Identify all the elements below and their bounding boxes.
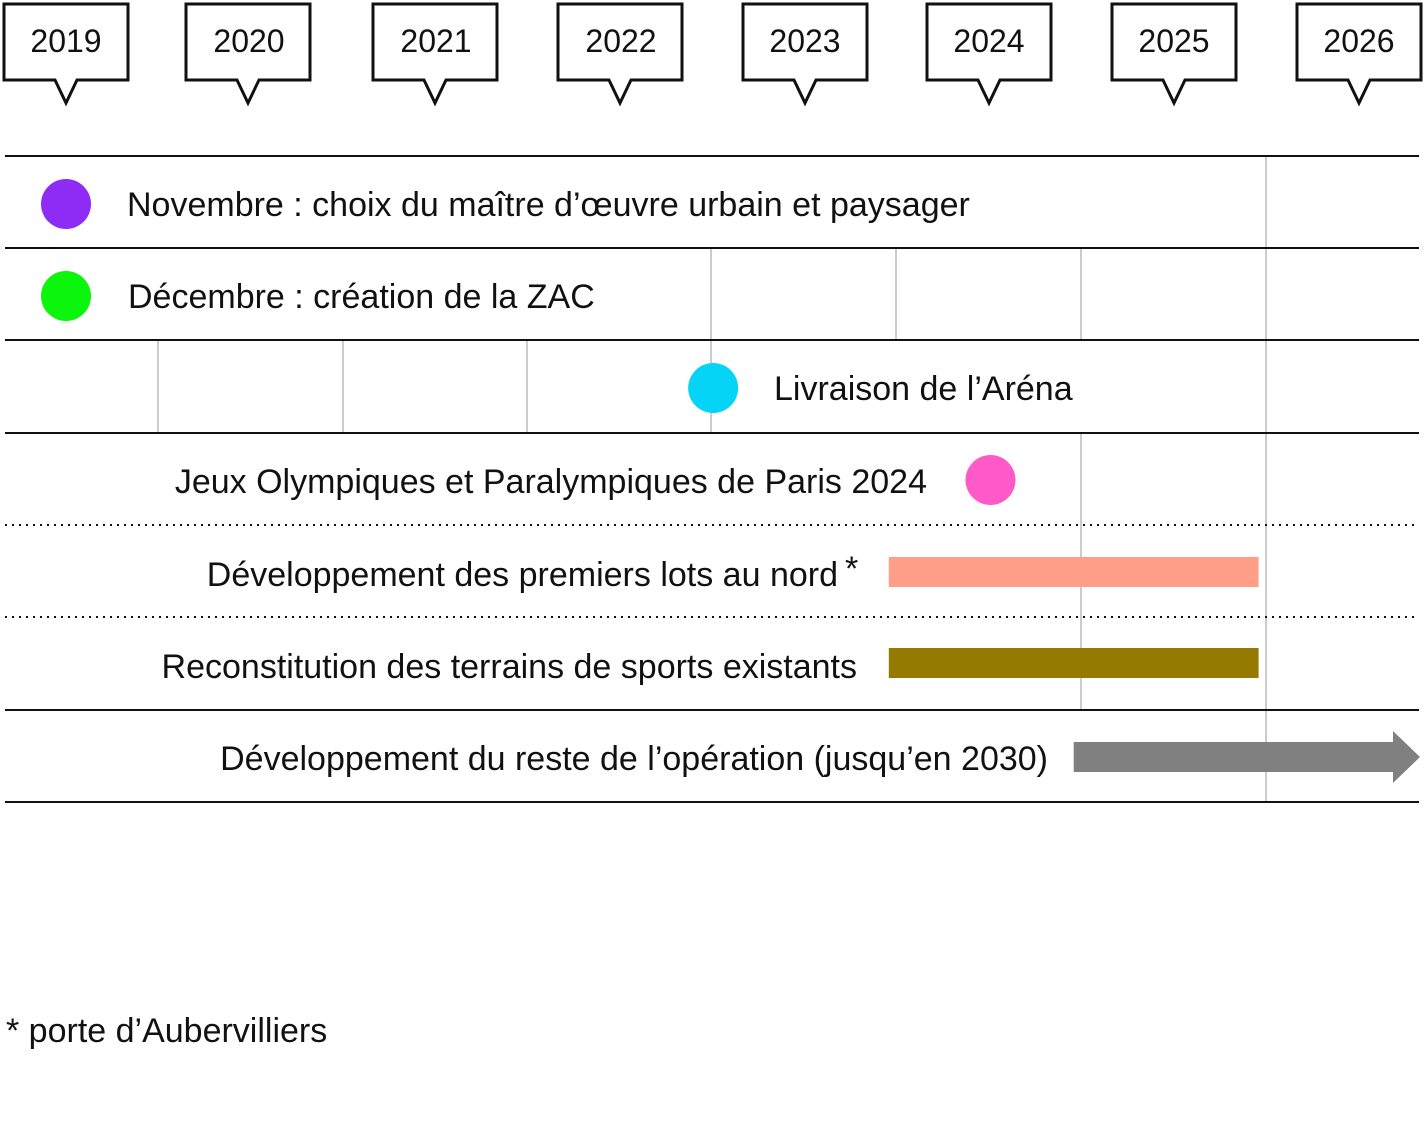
row-label: Décembre : création de la ZAC: [128, 278, 595, 316]
milestone-dot: [688, 363, 739, 413]
milestone-dot: [965, 455, 1016, 505]
row-maitre-oeuvre: Novembre : choix du maître d’œuvre urbai…: [41, 179, 970, 229]
year-label: 2020: [213, 23, 284, 59]
year-label: 2024: [953, 23, 1024, 59]
period-arrow: [1073, 731, 1420, 783]
row-label: Jeux Olympiques et Paralympiques de Pari…: [175, 463, 927, 501]
milestone-dot: [41, 179, 91, 229]
year-label: 2019: [30, 23, 101, 59]
year-label: 2021: [400, 23, 471, 59]
year-label: 2023: [769, 23, 840, 59]
row-terrains-sports: Reconstitution des terrains de sports ex…: [162, 648, 1259, 686]
row-creation-zac: Décembre : création de la ZAC: [41, 271, 595, 321]
year-callout-2024: 2024: [925, 2, 1053, 107]
row-label: Reconstitution des terrains de sports ex…: [162, 648, 857, 686]
year-callout-2025: 2025: [1110, 2, 1238, 107]
footnote-asterisk: *: [845, 550, 858, 588]
period-bar: [888, 557, 1259, 587]
year-label: 2026: [1323, 23, 1394, 59]
year-label: 2025: [1138, 23, 1209, 59]
row-livraison-arena: Livraison de l’Aréna: [688, 363, 1073, 413]
period-bar: [888, 648, 1259, 678]
milestone-dot: [41, 271, 91, 321]
row-reste-operation: Développement du reste de l’opération (j…: [220, 731, 1420, 783]
year-label: 2022: [585, 23, 656, 59]
year-callout-2022: 2022: [556, 2, 684, 107]
row-premiers-lots-nord: Développement des premiers lots au nord …: [207, 550, 1259, 594]
row-separators: [5, 155, 1419, 803]
year-callout-2019: 2019: [2, 2, 130, 107]
row-label: Développement des premiers lots au nord: [207, 556, 838, 594]
timeline-diagram: 2019 2020 2021 2022 2023 2024 2025 2026: [2, 2, 1423, 803]
row-label: Développement du reste de l’opération (j…: [220, 740, 1048, 778]
year-callout-2026: 2026: [1295, 2, 1423, 107]
footnote: * porte d’Aubervilliers: [6, 1012, 328, 1050]
year-callout-2021: 2021: [371, 2, 499, 107]
year-callout-2023: 2023: [741, 2, 869, 107]
year-callout-2020: 2020: [184, 2, 312, 107]
row-label: Livraison de l’Aréna: [774, 370, 1073, 408]
row-jeux-olympiques: Jeux Olympiques et Paralympiques de Pari…: [175, 455, 1016, 505]
row-label: Novembre : choix du maître d’œuvre urbai…: [127, 186, 970, 224]
